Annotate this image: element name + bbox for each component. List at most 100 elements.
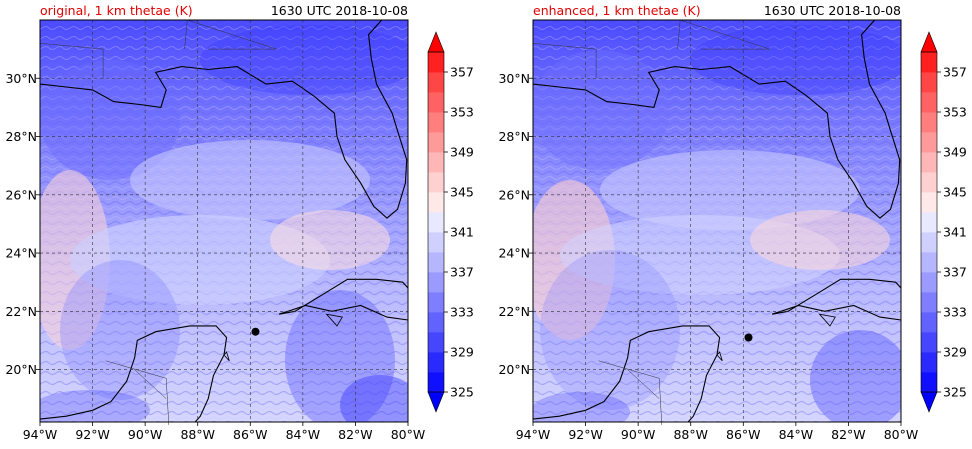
panel-title-enhanced: enhanced, 1 km thetae (K) <box>533 3 701 18</box>
colorbar-tick-label: 345 <box>450 185 474 200</box>
island-outline <box>325 313 343 327</box>
colorbar-segment <box>921 92 937 113</box>
lon-tick-label: 80°W <box>391 427 426 442</box>
colorbar-original: 325 329 333 337 341 345 349 353 357 <box>427 31 474 413</box>
lon-tick-labels-original: 94°W 92°W 90°W 88°W 86°W 84°W 82°W 80°W <box>23 422 426 442</box>
panel-enhanced: enhanced, 1 km thetae (K) 1630 UTC 2018-… <box>498 3 966 442</box>
lat-tick-labels-enhanced: 20°N 22°N 24°N 26°N 28°N 30°N <box>498 71 533 377</box>
colorbar-tick-label: 337 <box>450 265 474 280</box>
colorbar-tick-label: 333 <box>450 305 474 320</box>
colorbar-enhanced: 325 329 333 337 341 345 349 353 357 <box>920 31 967 413</box>
colorbar-segment <box>921 312 937 333</box>
colorbar-tick-label: 341 <box>450 225 474 240</box>
colorbar-segment <box>921 372 937 393</box>
colorbar-segment <box>428 272 444 293</box>
island-outline <box>716 351 723 362</box>
colorbar-tick-label: 345 <box>943 185 967 200</box>
colorbar-segment <box>921 352 937 373</box>
border-segment <box>184 19 277 50</box>
lat-tick-label: 28°N <box>498 129 530 144</box>
lat-tick-label: 22°N <box>498 304 530 319</box>
lon-tick-label: 84°W <box>779 427 814 442</box>
colorbar-segment <box>428 352 444 373</box>
island-outline <box>818 313 836 327</box>
colorbar-tick-label: 357 <box>450 65 474 80</box>
lat-tick-label: 20°N <box>5 362 37 377</box>
border-segment <box>677 19 770 50</box>
coastline-segment <box>39 325 228 423</box>
colorbar-extend-min <box>920 391 938 413</box>
border-segment <box>134 369 167 399</box>
colorbar-segment <box>921 232 937 253</box>
colorbar-segment <box>428 132 444 153</box>
colorbar-segment <box>921 192 937 213</box>
colorbar-segment <box>428 152 444 173</box>
colorbar-segment <box>921 172 937 193</box>
lon-tick-label: 84°W <box>286 427 321 442</box>
colorbar-segment <box>428 52 444 73</box>
colorbar-segment <box>428 232 444 253</box>
coastline-segment <box>279 304 409 321</box>
lat-tick-label: 24°N <box>498 246 530 261</box>
colorbar-tick-label: 333 <box>943 305 967 320</box>
colorbar-segment <box>921 272 937 293</box>
lon-tick-label: 86°W <box>726 427 761 442</box>
lat-tick-labels-original: 20°N 22°N 24°N 26°N 28°N 30°N <box>5 71 40 377</box>
graticule-original <box>40 20 408 422</box>
coastlines-enhanced <box>532 19 902 425</box>
map-field-original <box>40 20 408 422</box>
lon-tick-label: 82°W <box>831 427 866 442</box>
panel-original: original, 1 km thetae (K) 1630 UTC 2018-… <box>5 3 473 442</box>
colorbar-tick-label: 353 <box>450 105 474 120</box>
border-segment <box>598 360 663 425</box>
lon-tick-label: 90°W <box>621 427 656 442</box>
lon-tick-label: 94°W <box>23 427 58 442</box>
lon-tick-labels-enhanced: 94°W 92°W 90°W 88°W 86°W 84°W 82°W 80°W <box>516 422 919 442</box>
panel-time-original: 1630 UTC 2018-10-08 <box>271 3 408 18</box>
colorbar-segment <box>428 332 444 353</box>
colorbar-frame <box>427 51 445 393</box>
lat-tick-label: 28°N <box>5 129 37 144</box>
colorbar-segment <box>921 72 937 93</box>
colorbar-segment <box>428 112 444 133</box>
colorbar-tick-label: 325 <box>450 385 474 400</box>
lat-tick-label: 24°N <box>5 246 37 261</box>
colorbar-segment <box>428 292 444 313</box>
map-frame-original <box>39 19 409 423</box>
colorbar-segment <box>428 252 444 273</box>
colorbar-segment <box>428 172 444 193</box>
storm-center-marker-enhanced <box>744 333 753 342</box>
lat-tick-label: 26°N <box>498 187 530 202</box>
lon-tick-label: 88°W <box>180 427 215 442</box>
colorbar-segment <box>921 112 937 133</box>
lat-tick-label: 22°N <box>5 304 37 319</box>
map-field-enhanced <box>533 20 901 422</box>
colorbar-tick-label: 325 <box>943 385 967 400</box>
lon-tick-label: 88°W <box>673 427 708 442</box>
colorbar-segment <box>921 212 937 233</box>
colorbar-segment <box>428 212 444 233</box>
storm-center-marker-original <box>251 327 260 336</box>
colorbar-tick-label: 349 <box>943 145 967 160</box>
coastline-segment <box>772 304 902 321</box>
colorbar-extend-max <box>920 31 938 53</box>
lon-tick-label: 86°W <box>233 427 268 442</box>
coastline-segment <box>39 19 408 219</box>
lon-tick-label: 80°W <box>884 427 919 442</box>
lon-tick-label: 90°W <box>128 427 163 442</box>
border-segment <box>105 360 170 425</box>
colorbar-segment <box>428 312 444 333</box>
coastline-segment <box>532 19 901 219</box>
colorbar-tick-label: 353 <box>943 105 967 120</box>
coastline-segment <box>532 325 721 423</box>
lat-tick-label: 30°N <box>5 71 37 86</box>
border-segment <box>532 43 597 79</box>
colorbar-extend-max <box>427 31 445 53</box>
colorbar-segment <box>428 92 444 113</box>
colorbar-segment <box>921 332 937 353</box>
border-segment <box>627 369 660 399</box>
lat-tick-label: 26°N <box>5 187 37 202</box>
lon-tick-label: 94°W <box>516 427 551 442</box>
lat-tick-label: 30°N <box>498 71 530 86</box>
